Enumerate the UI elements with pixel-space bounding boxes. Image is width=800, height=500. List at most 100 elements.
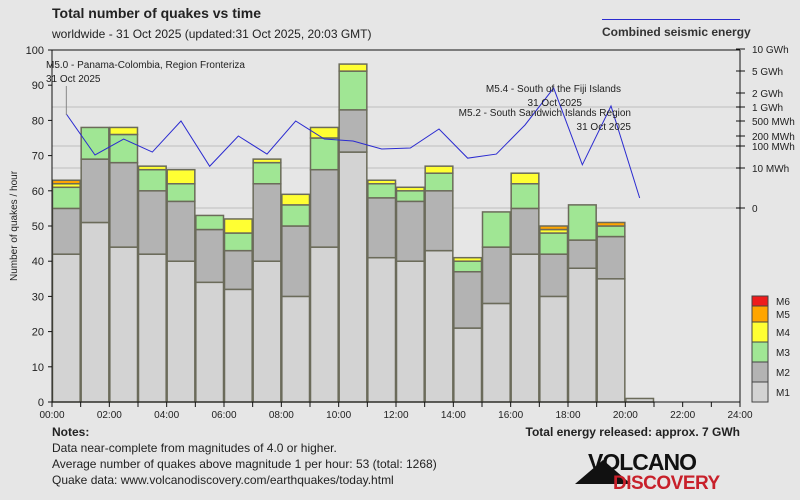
legend-label-m1: M1 xyxy=(776,388,790,399)
magnitude-legend: M6 M5 M4 M3 M2 M1 xyxy=(751,295,790,403)
legend-swatch-m6 xyxy=(751,295,769,307)
note-completeness: Data near-complete from magnitudes of 4.… xyxy=(52,441,337,455)
bar-m2-segment xyxy=(596,235,626,280)
x-tick-label: 16:00 xyxy=(498,410,523,420)
bar-m5-segment xyxy=(51,179,81,185)
volcanodiscovery-logo[interactable]: VOLCANO DISCOVERY xyxy=(575,448,745,492)
y-tick-label: 10 xyxy=(32,362,44,374)
bar-m3-segment xyxy=(338,70,368,111)
x-tick-label: 18:00 xyxy=(555,410,580,420)
bar-m1-segment xyxy=(281,295,311,403)
bar-m2-segment xyxy=(510,207,540,255)
bar-m1-segment xyxy=(510,253,540,403)
bar-m4-segment xyxy=(453,256,483,262)
bar-m2-segment xyxy=(338,109,368,153)
bar-m2-segment xyxy=(539,253,569,298)
bar-m3-segment xyxy=(596,225,626,238)
bar-m1-segment xyxy=(539,295,569,403)
axes: 0 10 20 30 40 50 60 70 80 90 100 00:00 02:00 04:00 06:… xyxy=(9,45,795,420)
bar-m4-segment xyxy=(281,193,311,206)
bar-m3-segment xyxy=(510,183,540,210)
legend-label-m5: M5 xyxy=(776,310,790,321)
energy-legend-line xyxy=(602,19,740,20)
bar-m2-segment xyxy=(80,158,110,224)
bar-m2-segment xyxy=(309,168,339,248)
energy-tick-label: 500 MWh xyxy=(752,117,795,128)
bar-m5-segment xyxy=(596,221,626,227)
x-tick-label: 10:00 xyxy=(326,410,351,420)
bar-m1-segment xyxy=(109,246,139,403)
y-axis-label: Number of quakes / hour xyxy=(9,170,20,281)
bar-m4-segment xyxy=(367,179,397,185)
y-tick-label: 0 xyxy=(38,397,44,409)
x-tick-label: 12:00 xyxy=(383,410,408,420)
y-tick-label: 50 xyxy=(32,221,44,233)
bar-m3-segment xyxy=(252,161,282,185)
bar-m4-segment xyxy=(137,165,167,171)
annotations: M5.0 - Panama-Colombia, Region Fronteriz… xyxy=(46,60,631,133)
bar-m4-segment xyxy=(395,186,425,192)
bar-m1-segment xyxy=(195,281,225,403)
bar-m1-segment xyxy=(567,267,597,403)
chart-title: Total number of quakes vs time xyxy=(52,5,262,21)
energy-tick-label: 1 GWh xyxy=(752,103,783,114)
bar-m3-segment xyxy=(223,232,253,252)
annotation-title: M5.4 - South of the Fiji Islands xyxy=(486,84,621,95)
bar-m1-segment xyxy=(252,260,282,403)
bar-m4-segment xyxy=(338,63,368,72)
annotation-date: 31 Oct 2025 xyxy=(528,98,583,109)
bar-m3-segment xyxy=(80,126,110,160)
bar-m4-segment xyxy=(510,172,540,185)
legend-label-m3: M3 xyxy=(776,348,790,359)
x-tick-label: 24:00 xyxy=(727,410,752,420)
bar-m2-segment xyxy=(137,190,167,255)
bar-m4-segment xyxy=(309,126,339,139)
annotation-date: 31 Oct 2025 xyxy=(46,74,101,85)
note-average: Average number of quakes above magnitude… xyxy=(52,457,437,471)
x-tick-label: 08:00 xyxy=(269,410,294,420)
bar-m2-segment xyxy=(51,207,81,255)
bar-m2-segment xyxy=(424,190,454,252)
x-tick-label: 06:00 xyxy=(211,410,236,420)
energy-line xyxy=(65,87,641,199)
bar-m1-segment xyxy=(51,253,81,403)
y-tick-label: 40 xyxy=(32,256,44,268)
bar-m1-segment xyxy=(80,221,110,403)
bar-m2-segment xyxy=(453,271,483,329)
energy-tick-label: 5 GWh xyxy=(752,67,783,78)
bar-m4-segment xyxy=(223,218,253,234)
note-source: Quake data: www.volcanodiscovery.com/ear… xyxy=(52,473,394,487)
svg-text:VOLCANO: VOLCANO xyxy=(588,449,696,475)
energy-tick-label: 10 GWh xyxy=(752,45,789,56)
bar-m1-segment xyxy=(596,278,626,403)
bar-m1-segment xyxy=(453,327,483,403)
bar-m3-segment xyxy=(195,214,225,231)
legend-swatch-m1 xyxy=(751,381,769,403)
bar-m1-segment xyxy=(395,260,425,403)
bar-m2-segment xyxy=(281,225,311,298)
energy-tick-label: 2 GWh xyxy=(752,89,783,100)
bar-m4-segment xyxy=(109,126,139,136)
bar-m2-segment xyxy=(109,161,139,248)
bar-m5-segment xyxy=(539,225,569,231)
legend-swatch-m3 xyxy=(751,341,769,363)
bar-m3-segment xyxy=(281,204,311,227)
bar-m1-segment xyxy=(309,246,339,403)
bar-m1-segment xyxy=(625,397,655,403)
annotation-title: M5.0 - Panama-Colombia, Region Fronteriz… xyxy=(46,60,245,71)
total-energy: Total energy released: approx. 7 GWh xyxy=(525,425,741,439)
bar-m3-segment xyxy=(453,260,483,273)
legend-label-m6: M6 xyxy=(776,297,790,308)
bar-m4-segment xyxy=(424,165,454,174)
x-tick-label: 02:00 xyxy=(97,410,122,420)
energy-tick-label: 200 MWh xyxy=(752,132,795,143)
bar-m3-segment xyxy=(567,204,597,241)
bar-m2-segment xyxy=(481,246,511,305)
y-tick-label: 20 xyxy=(32,327,44,339)
energy-tick-label: 0 xyxy=(752,204,758,215)
bar-m3-segment xyxy=(481,211,511,248)
bar-m1-segment xyxy=(481,302,511,403)
bar-m3-segment xyxy=(367,183,397,199)
y-tick-label: 60 xyxy=(32,186,44,198)
x-tick-label: 20:00 xyxy=(613,410,638,420)
